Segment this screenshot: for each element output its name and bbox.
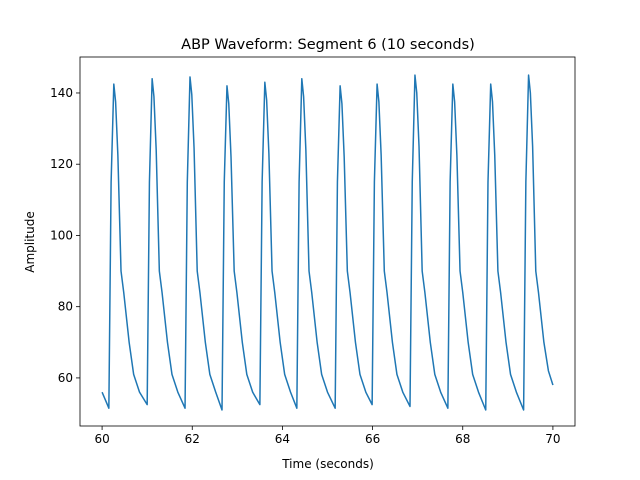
axes-frame: [79, 56, 576, 427]
y-tick-label: 60: [58, 371, 73, 385]
chart-title: ABP Waveform: Segment 6 (10 seconds): [181, 37, 475, 53]
x-tick-label: 68: [455, 432, 470, 446]
x-tick-label: 60: [94, 432, 109, 446]
data-line: [101, 74, 554, 411]
y-tick-label: 120: [50, 157, 73, 171]
x-tick-label: 62: [185, 432, 200, 446]
y-tick-label: 100: [50, 228, 73, 242]
x-axis-label: Time (seconds): [281, 457, 374, 471]
y-tick-label: 80: [58, 300, 73, 314]
x-tick-label: 64: [275, 432, 290, 446]
x-tick-label: 70: [545, 432, 560, 446]
y-tick-label: 140: [50, 86, 73, 100]
x-tick-label: 66: [365, 432, 380, 446]
y-axis-label: Amplitude: [23, 211, 37, 273]
